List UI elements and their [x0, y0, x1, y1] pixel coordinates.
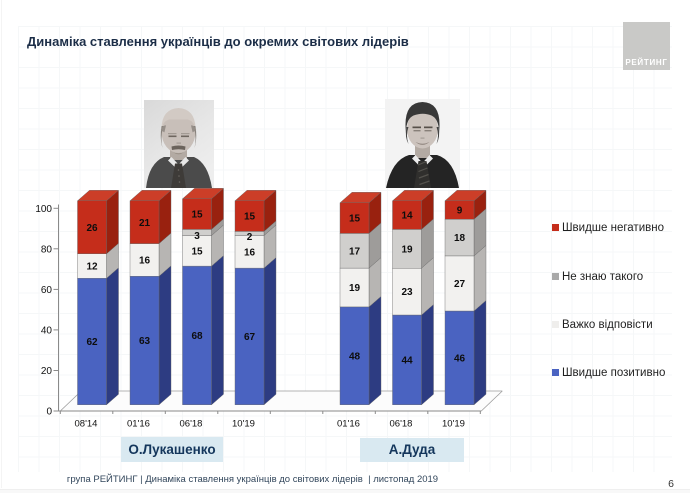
svg-text:60: 60	[41, 285, 53, 296]
svg-text:01'16: 01'16	[127, 419, 150, 430]
svg-text:0: 0	[46, 407, 52, 418]
svg-text:15: 15	[191, 210, 203, 221]
svg-text:63: 63	[139, 336, 151, 347]
svg-text:18: 18	[454, 233, 466, 244]
svg-text:19: 19	[401, 244, 413, 255]
svg-text:10'19: 10'19	[442, 419, 465, 430]
svg-text:62: 62	[86, 337, 98, 348]
svg-text:01'16: 01'16	[337, 419, 360, 430]
svg-text:14: 14	[401, 211, 413, 222]
svg-text:06'18: 06'18	[390, 419, 413, 430]
svg-text:15: 15	[191, 246, 203, 257]
svg-text:40: 40	[41, 325, 53, 336]
svg-text:26: 26	[86, 223, 98, 234]
svg-text:08'14: 08'14	[75, 419, 98, 430]
svg-text:15: 15	[349, 214, 361, 225]
svg-text:21: 21	[139, 218, 151, 229]
svg-text:67: 67	[244, 332, 256, 343]
svg-text:100: 100	[35, 204, 52, 215]
svg-text:23: 23	[401, 287, 413, 298]
svg-text:48: 48	[349, 351, 361, 362]
svg-text:3: 3	[194, 231, 200, 242]
svg-text:16: 16	[139, 256, 151, 267]
svg-text:80: 80	[41, 244, 53, 255]
svg-text:17: 17	[349, 246, 361, 257]
svg-text:44: 44	[401, 356, 413, 367]
svg-text:20: 20	[41, 366, 53, 377]
svg-text:15: 15	[244, 212, 256, 223]
svg-text:2: 2	[247, 232, 253, 243]
svg-text:19: 19	[349, 283, 361, 294]
svg-text:27: 27	[454, 279, 466, 290]
svg-text:46: 46	[454, 354, 466, 365]
svg-text:10'19: 10'19	[232, 419, 255, 430]
svg-text:68: 68	[191, 331, 203, 342]
svg-text:16: 16	[244, 247, 256, 258]
svg-text:9: 9	[457, 206, 463, 217]
svg-text:06'18: 06'18	[180, 419, 203, 430]
svg-text:12: 12	[86, 262, 98, 273]
